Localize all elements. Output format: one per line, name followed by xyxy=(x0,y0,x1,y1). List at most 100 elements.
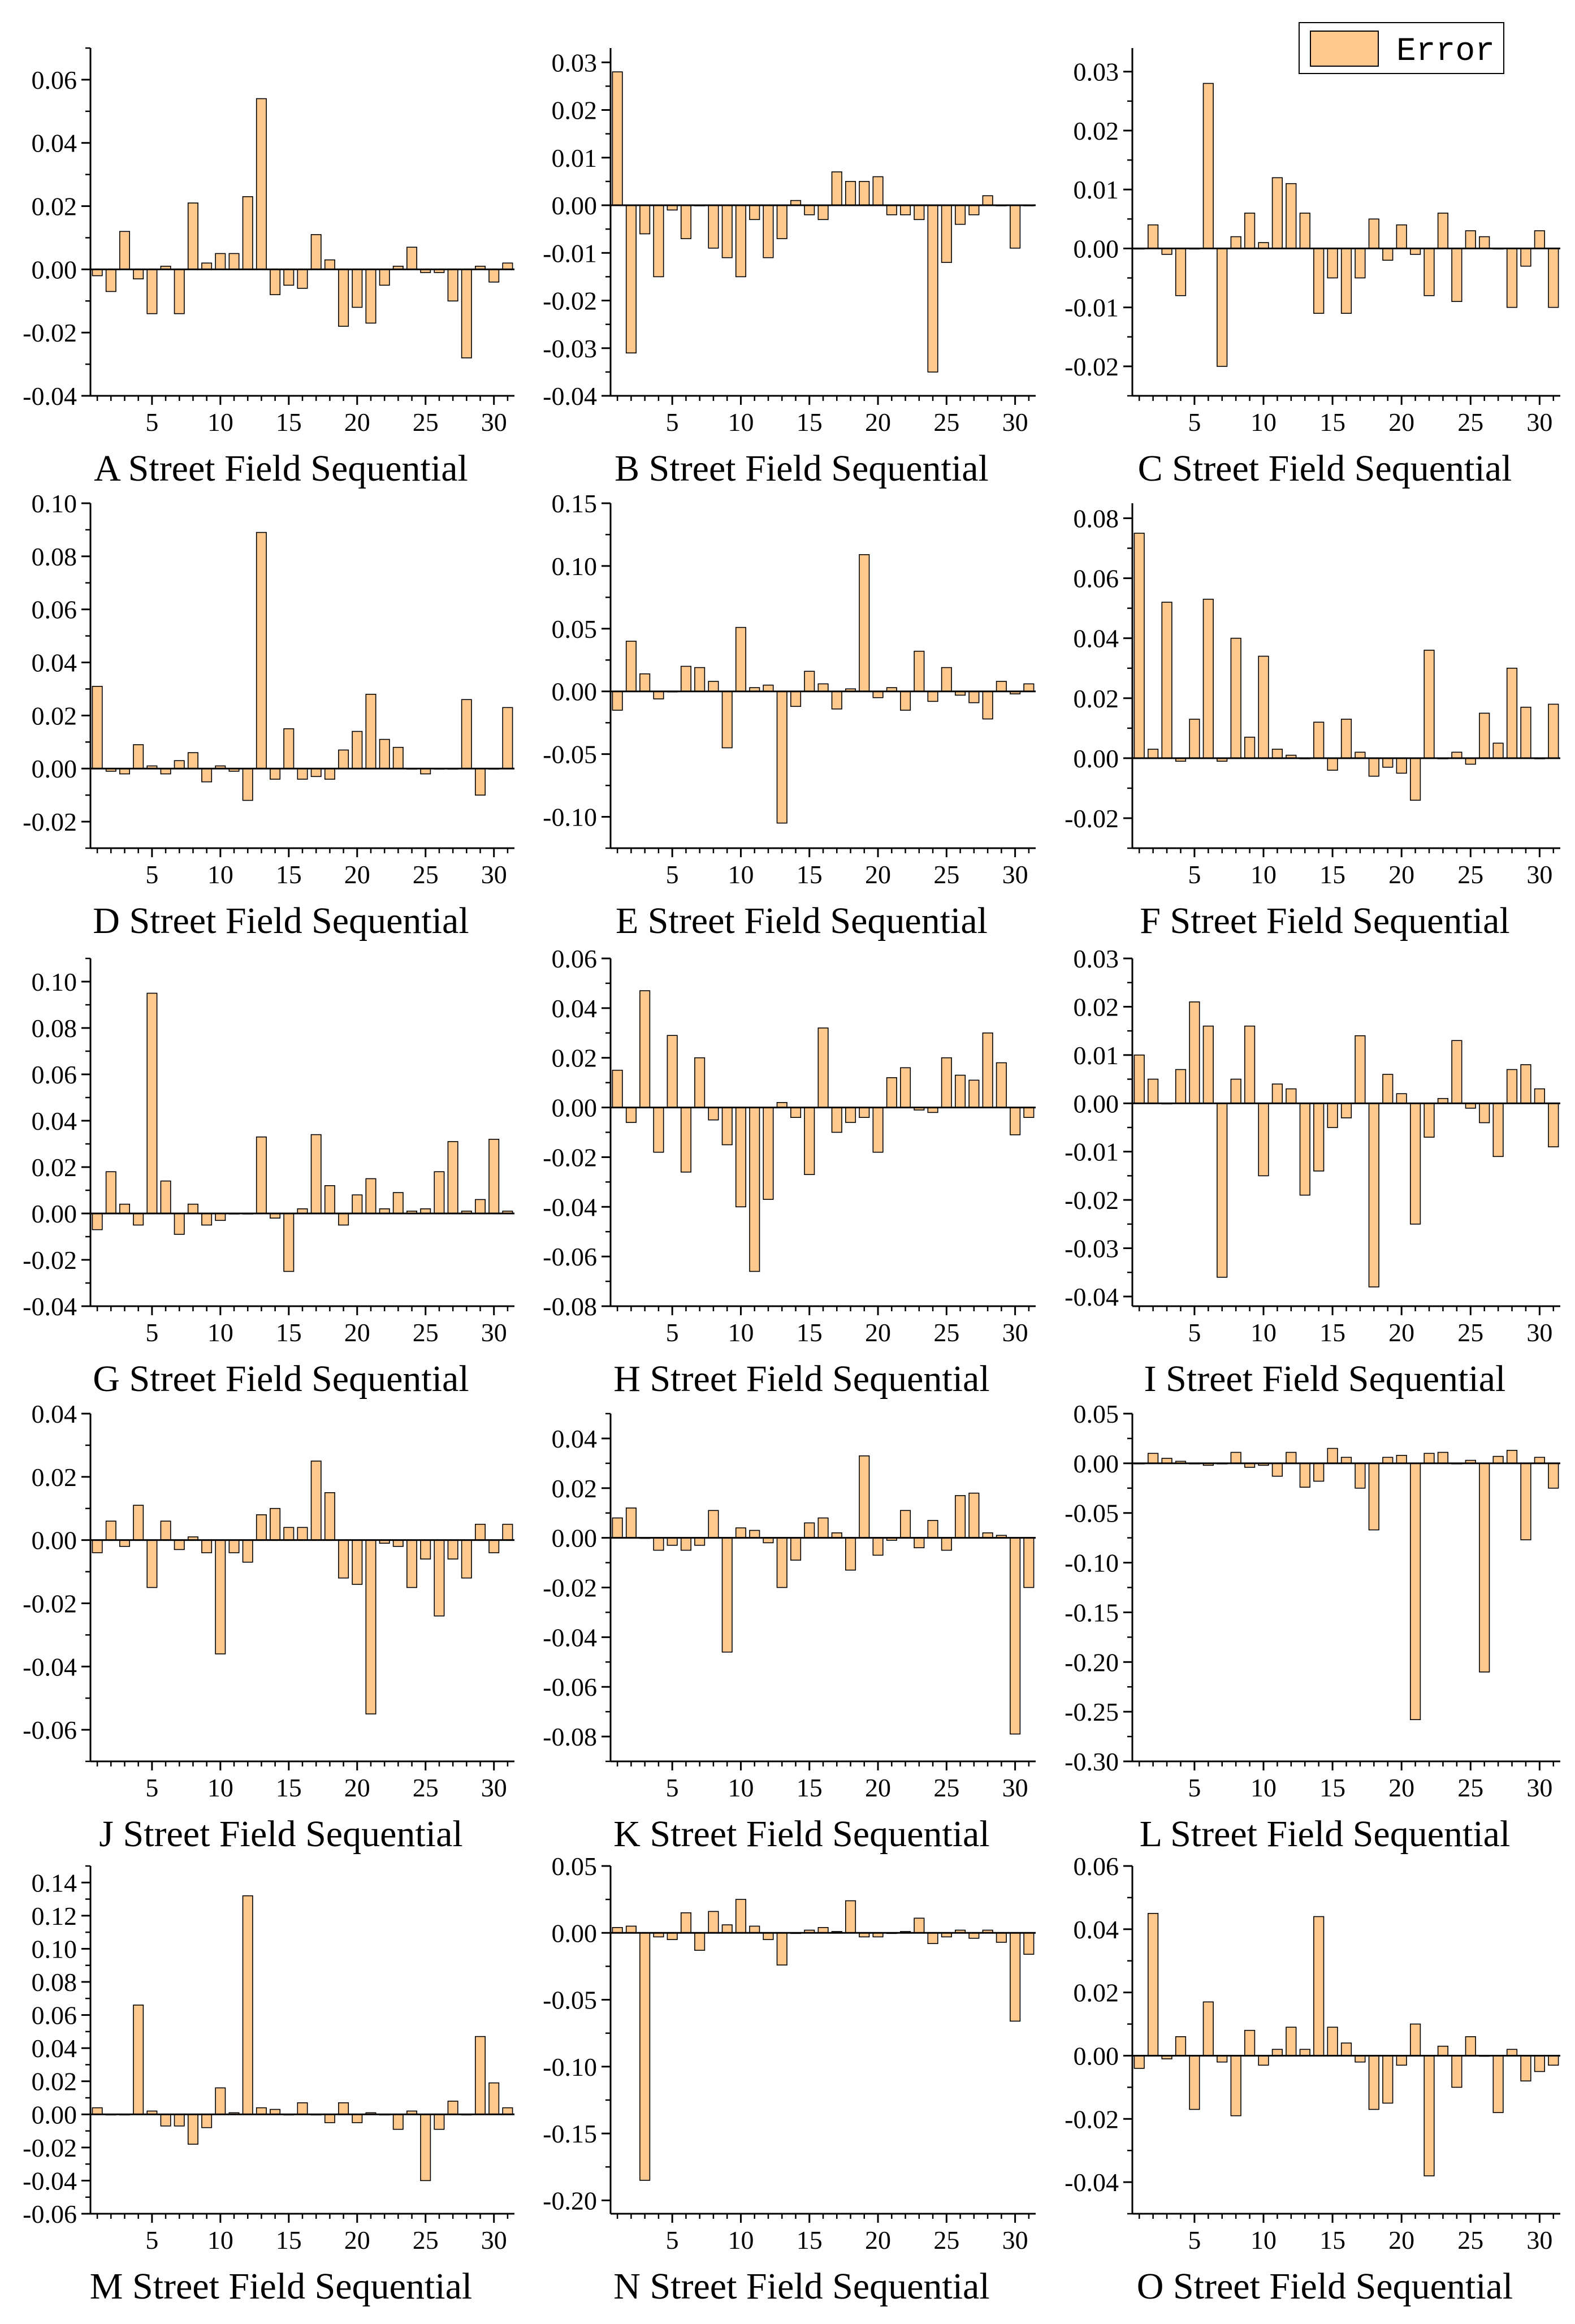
bar-h-10 xyxy=(735,1107,746,1208)
ytick-label-l-0: -0.30 xyxy=(1065,1747,1119,1776)
xtick-label-a-2: 15 xyxy=(276,408,302,437)
ytick-label-c-2: 0.00 xyxy=(1074,234,1119,263)
bar-g-1 xyxy=(92,1213,103,1230)
xtick-label-i-2: 15 xyxy=(1319,1318,1345,1347)
bar-j-23 xyxy=(392,1539,404,1547)
bar-o-16 xyxy=(1340,2042,1352,2057)
bar-g-6 xyxy=(160,1180,171,1214)
ytick-label-b-4: 0.00 xyxy=(552,191,598,220)
bar-g-26 xyxy=(434,1171,445,1214)
bar-l-27 xyxy=(1492,1455,1504,1464)
xtick-label-o-1: 10 xyxy=(1251,2226,1277,2254)
bar-a-10 xyxy=(215,253,226,270)
bar-k-11 xyxy=(749,1530,760,1539)
bar-b-3 xyxy=(639,205,651,235)
bar-j-14 xyxy=(270,1507,281,1541)
bar-m-29 xyxy=(474,2036,486,2115)
bar-f-26 xyxy=(1479,712,1490,759)
bar-c-9 xyxy=(1244,213,1256,249)
bar-n-6 xyxy=(680,1912,691,1934)
bar-j-20 xyxy=(352,1539,363,1585)
xtick-label-o-0: 5 xyxy=(1188,2226,1201,2254)
bar-i-1 xyxy=(1133,1055,1145,1104)
bar-j-26 xyxy=(434,1539,445,1617)
bar-k-23 xyxy=(914,1537,925,1549)
xtick-label-m-5: 30 xyxy=(481,2226,507,2254)
ytick-label-g-1: -0.02 xyxy=(23,1246,77,1275)
ytick-label-a-4: 0.04 xyxy=(32,129,77,158)
bar-j-9 xyxy=(201,1539,213,1553)
xtick-label-h-5: 30 xyxy=(1002,1318,1028,1347)
bar-a-7 xyxy=(174,269,185,314)
bar-l-18 xyxy=(1368,1463,1379,1531)
bar-f-3 xyxy=(1161,602,1172,759)
bar-g-13 xyxy=(256,1136,267,1214)
bar-l-15 xyxy=(1327,1448,1338,1464)
bar-l-19 xyxy=(1382,1457,1394,1464)
bar-i-30 xyxy=(1534,1088,1546,1104)
caption-b: B Street Field Sequential xyxy=(615,448,989,489)
bar-m-10 xyxy=(215,2087,226,2115)
ytick-label-m-0: -0.06 xyxy=(23,2200,77,2228)
bar-e-15 xyxy=(804,671,815,692)
xtick-label-f-4: 25 xyxy=(1457,860,1483,889)
bar-d-18 xyxy=(324,768,335,780)
bar-c-23 xyxy=(1437,213,1449,249)
bar-f-21 xyxy=(1410,758,1421,801)
bar-c-13 xyxy=(1299,213,1310,249)
bar-h-20 xyxy=(872,1107,884,1153)
bar-i-13 xyxy=(1299,1103,1310,1196)
bar-k-2 xyxy=(625,1507,637,1539)
xtick-label-m-0: 5 xyxy=(145,2226,158,2254)
bar-f-14 xyxy=(1313,722,1325,759)
bar-o-10 xyxy=(1258,2055,1269,2066)
caption-e: E Street Field Sequential xyxy=(616,900,988,941)
bar-b-27 xyxy=(968,205,980,215)
bar-o-30 xyxy=(1534,2055,1546,2072)
bar-a-11 xyxy=(228,253,240,270)
ytick-label-k-1: -0.06 xyxy=(543,1673,597,1701)
ytick-label-c-4: 0.02 xyxy=(1074,116,1119,145)
ytick-label-m-6: 0.06 xyxy=(32,2001,77,2030)
xtick-label-k-1: 10 xyxy=(728,1773,754,1802)
caption-n: N Street Field Sequential xyxy=(613,2266,989,2307)
bar-o-21 xyxy=(1410,2023,1421,2057)
xtick-label-n-2: 15 xyxy=(797,2226,823,2254)
bar-c-8 xyxy=(1230,236,1241,249)
ytick-label-m-2: -0.02 xyxy=(23,2133,77,2162)
bar-d-21 xyxy=(365,694,377,770)
bar-c-12 xyxy=(1286,183,1297,249)
ytick-label-j-3: 0.00 xyxy=(32,1526,77,1555)
xtick-label-h-2: 15 xyxy=(797,1318,823,1347)
bar-g-10 xyxy=(215,1213,226,1221)
bar-f-28 xyxy=(1506,667,1518,759)
bar-e-7 xyxy=(694,667,706,692)
bar-d-13 xyxy=(256,532,267,769)
xtick-label-g-5: 30 xyxy=(481,1318,507,1347)
bar-i-5 xyxy=(1189,1001,1200,1104)
bar-n-3 xyxy=(639,1932,651,2181)
bar-b-16 xyxy=(817,205,829,221)
bar-n-7 xyxy=(694,1932,706,1951)
bar-l-26 xyxy=(1479,1463,1490,1673)
ytick-label-l-6: 0.00 xyxy=(1074,1449,1119,1478)
ytick-label-f-5: 0.08 xyxy=(1074,504,1119,533)
bar-o-13 xyxy=(1299,2049,1310,2057)
xtick-label-c-2: 15 xyxy=(1319,408,1345,437)
bar-n-12 xyxy=(763,1932,774,1940)
bar-o-23 xyxy=(1437,2045,1449,2057)
bar-f-9 xyxy=(1244,736,1256,759)
ytick-label-a-2: 0.00 xyxy=(32,255,77,284)
xtick-label-g-3: 20 xyxy=(344,1318,370,1347)
ytick-label-g-0: -0.04 xyxy=(23,1292,77,1321)
xtick-label-a-3: 20 xyxy=(344,408,370,437)
ytick-label-k-5: 0.02 xyxy=(552,1474,598,1503)
bar-g-5 xyxy=(146,992,158,1214)
bar-g-17 xyxy=(310,1134,322,1214)
xtick-label-j-2: 15 xyxy=(276,1773,302,1802)
bar-h-7 xyxy=(694,1057,706,1108)
xtick-label-m-4: 25 xyxy=(413,2226,439,2254)
bar-m-4 xyxy=(133,2005,144,2115)
ytick-label-o-0: -0.04 xyxy=(1065,2168,1119,2197)
bar-o-18 xyxy=(1368,2055,1379,2110)
